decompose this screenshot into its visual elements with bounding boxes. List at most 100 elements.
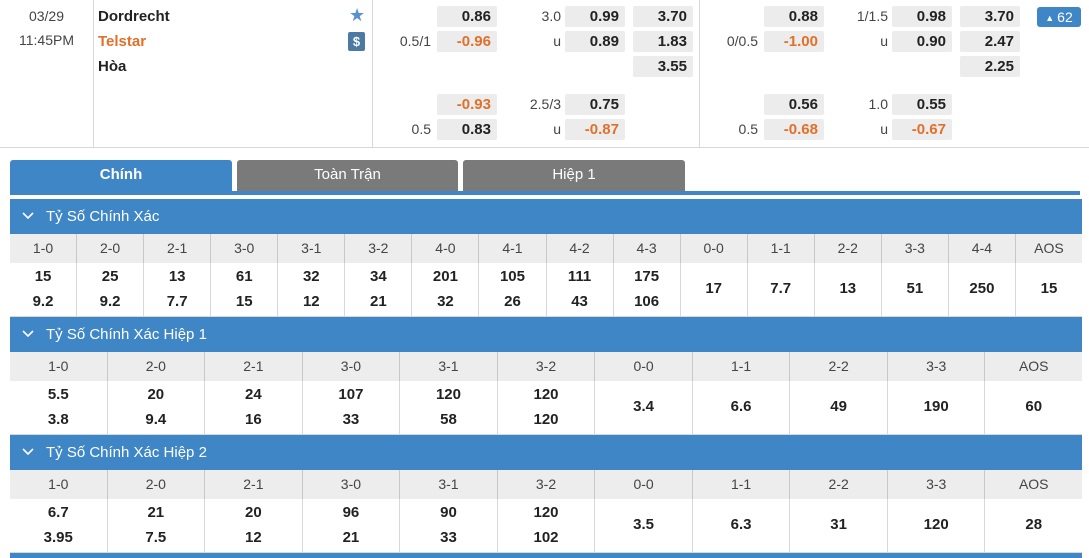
score-label: 2-0	[108, 352, 206, 381]
score-odds-cell[interactable]: 120 120	[498, 381, 596, 434]
odds-full: 24	[245, 386, 262, 403]
odds-line: 1.0	[868, 96, 888, 112]
section-title: Tỷ Số Chính Xác	[46, 208, 160, 225]
section-header[interactable]: Tỷ Số Chính Xác Hiệp 2	[10, 435, 1082, 470]
odds-half: 21	[342, 529, 360, 546]
odds-cell[interactable]: 0.86	[437, 6, 497, 27]
odds-cell[interactable]: -0.93	[437, 94, 497, 115]
odds-cell[interactable]: 3.70	[960, 6, 1020, 27]
tab-chinh[interactable]: Chính	[10, 160, 232, 195]
home-team[interactable]: Dordrecht	[98, 8, 170, 25]
score-odds-cell[interactable]: 13	[815, 263, 882, 316]
odds-value: 15	[1040, 280, 1058, 297]
odds-cell[interactable]: 2.25	[960, 56, 1020, 77]
score-odds-cell[interactable]: 3.5	[595, 499, 693, 552]
score-odds-cell[interactable]: 15 9.2	[10, 263, 78, 316]
score-odds-cell[interactable]: 6.6	[693, 381, 791, 434]
score-label: 3-1	[400, 470, 498, 499]
odds-cell[interactable]: 0.89	[565, 31, 625, 52]
score-odds-cell[interactable]: 60	[985, 381, 1082, 434]
favorite-star-icon[interactable]: ★	[349, 5, 366, 25]
odds-cell[interactable]: 0.88	[764, 6, 824, 27]
chevron-down-icon[interactable]	[18, 199, 38, 234]
odds-cell[interactable]: 2.47	[960, 31, 1020, 52]
score-odds-cell[interactable]: 31	[790, 499, 888, 552]
score-label: 4-2	[547, 234, 614, 263]
odds-full: 120	[533, 504, 559, 521]
handicap-line: 0/0.5	[726, 33, 758, 49]
score-odds-cell[interactable]: 13 7.7	[144, 263, 212, 316]
odds-cell[interactable]: 0.90	[892, 31, 952, 52]
odds-cell[interactable]: 0.98	[892, 6, 952, 27]
score-odds-cell[interactable]: 17	[681, 263, 748, 316]
odds-full: 107	[338, 386, 364, 403]
odds-line: u	[880, 121, 888, 137]
score-odds-cell[interactable]: 7.7	[748, 263, 815, 316]
odds-cell[interactable]: -0.96	[437, 31, 497, 52]
score-label: 2-1	[205, 352, 303, 381]
score-odds-cell[interactable]: 15	[1016, 263, 1082, 316]
dollar-icon[interactable]: $	[348, 32, 365, 51]
section-title: Tỷ Số Chính Xác Hiệp 2	[46, 444, 207, 461]
score-section: Tỷ Số Chính Xác 1-0 2-0 2-1 3-0 3-1 3-2 4-0 4-1 4…	[10, 199, 1082, 317]
odds-value: 6.3	[730, 516, 752, 533]
tab-hiep-1[interactable]: Hiệp 1	[463, 160, 685, 191]
score-odds-cell[interactable]: 24 16	[205, 381, 303, 434]
odds-cell[interactable]: 3.55	[633, 56, 693, 77]
away-team[interactable]: Telstar	[98, 33, 147, 50]
score-header-row: 1-0 2-0 2-1 3-0 3-1 3-2 4-0 4-1 4-2 4-3 0-0 1-1 2-2 3…	[10, 234, 1082, 263]
score-label: 2-2	[790, 470, 888, 499]
score-odds-cell[interactable]: 32 12	[278, 263, 346, 316]
odds-cell[interactable]: 3.70	[633, 6, 693, 27]
score-odds-cell[interactable]: 111 43	[547, 263, 614, 316]
odds-cell[interactable]: -0.87	[565, 119, 625, 140]
score-odds-cell[interactable]: 6.3	[693, 499, 791, 552]
odds-full: 34	[370, 268, 387, 285]
match-row: 03/29 11:45PM Dordrecht Telstar Hòa ★ $ …	[0, 0, 1089, 148]
odds-cell[interactable]: 0.75	[565, 94, 625, 115]
score-odds-cell[interactable]: 201 32	[412, 263, 480, 316]
score-odds-cell[interactable]: 120 58	[400, 381, 498, 434]
score-odds-cell[interactable]: 250	[949, 263, 1016, 316]
score-odds-cell[interactable]: 20 12	[205, 499, 303, 552]
score-odds-cell[interactable]: 28	[985, 499, 1082, 552]
score-odds-cell[interactable]: 96 21	[303, 499, 401, 552]
handicap-line: 0.5/1	[399, 33, 431, 49]
score-odds-cell[interactable]: 25 9.2	[77, 263, 145, 316]
odds-cell[interactable]: 1.83	[633, 31, 693, 52]
score-odds-cell[interactable]: 120	[888, 499, 986, 552]
handicap-line: 0.5	[411, 121, 431, 137]
more-markets-button[interactable]: ▲ 62	[1037, 7, 1081, 27]
odds-cell[interactable]: -0.67	[892, 119, 952, 140]
score-odds-cell[interactable]: 107 33	[303, 381, 401, 434]
odds-cell[interactable]: 0.56	[764, 94, 824, 115]
section-header[interactable]: Tỷ Số Chính Xác	[10, 199, 1082, 234]
score-odds-cell[interactable]: 49	[790, 381, 888, 434]
score-odds-cell[interactable]: 105 26	[479, 263, 547, 316]
odds-cell[interactable]: -0.68	[764, 119, 824, 140]
chevron-down-icon[interactable]	[18, 435, 38, 470]
score-odds-cell[interactable]: 21 7.5	[108, 499, 206, 552]
score-odds-cell[interactable]: 120 102	[498, 499, 596, 552]
score-odds-cell[interactable]: 90 33	[400, 499, 498, 552]
section-header[interactable]: Tỷ Số Chính Xác Hiệp 1	[10, 317, 1082, 352]
chevron-down-icon[interactable]	[18, 317, 38, 352]
score-odds-cell[interactable]: 6.7 3.95	[10, 499, 108, 552]
score-odds-cell[interactable]: 190	[888, 381, 986, 434]
odds-cell[interactable]: 0.55	[892, 94, 952, 115]
score-odds-cell[interactable]: 34 21	[345, 263, 413, 316]
score-odds-cell[interactable]: 3.4	[595, 381, 693, 434]
score-odds-cell[interactable]: 5.5 3.8	[10, 381, 108, 434]
odds-value: 120	[923, 516, 949, 533]
odds-cell[interactable]: -1.00	[764, 31, 824, 52]
score-odds-cell[interactable]: 61 15	[211, 263, 279, 316]
score-odds-cell[interactable]: 175 106	[614, 263, 681, 316]
odds-value: 31	[830, 516, 847, 533]
odds-full: 6.7	[47, 504, 69, 521]
score-odds-cell[interactable]: 51	[882, 263, 949, 316]
odds-value: 6.6	[730, 398, 752, 415]
odds-cell[interactable]: 0.99	[565, 6, 625, 27]
odds-cell[interactable]: 0.83	[437, 119, 497, 140]
score-odds-cell[interactable]: 20 9.4	[108, 381, 206, 434]
tab-toan-tran[interactable]: Toàn Trận	[237, 160, 458, 191]
